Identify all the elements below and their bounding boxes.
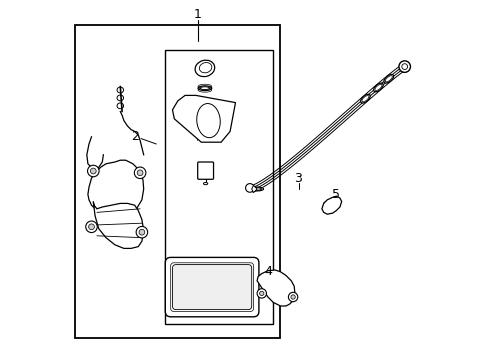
Ellipse shape (199, 63, 211, 73)
Text: 3: 3 (294, 172, 302, 185)
Text: 5: 5 (332, 188, 340, 201)
Circle shape (259, 291, 264, 296)
Ellipse shape (383, 75, 393, 83)
Polygon shape (321, 196, 341, 214)
Circle shape (257, 289, 266, 298)
Circle shape (88, 224, 94, 230)
Text: 4: 4 (264, 265, 271, 278)
Ellipse shape (200, 87, 209, 90)
Circle shape (139, 229, 144, 235)
Polygon shape (172, 95, 235, 142)
Ellipse shape (252, 188, 261, 190)
Circle shape (87, 165, 99, 177)
FancyBboxPatch shape (172, 265, 251, 310)
Circle shape (288, 292, 297, 302)
FancyBboxPatch shape (165, 257, 258, 317)
Circle shape (136, 226, 147, 238)
Ellipse shape (203, 183, 207, 185)
Ellipse shape (373, 83, 383, 92)
Polygon shape (88, 160, 143, 216)
Ellipse shape (198, 86, 211, 91)
Circle shape (134, 167, 145, 179)
Circle shape (245, 184, 254, 192)
Circle shape (137, 170, 142, 176)
Bar (165, 50, 273, 324)
Ellipse shape (195, 60, 214, 77)
FancyBboxPatch shape (197, 162, 213, 179)
Ellipse shape (360, 94, 369, 103)
Circle shape (85, 221, 97, 233)
Ellipse shape (250, 187, 263, 191)
Circle shape (290, 295, 295, 299)
Polygon shape (93, 202, 143, 248)
Circle shape (90, 168, 96, 174)
Circle shape (398, 61, 409, 72)
Text: 2: 2 (130, 130, 139, 143)
Ellipse shape (196, 104, 220, 138)
Text: 1: 1 (193, 8, 201, 21)
Bar (75, 25, 280, 338)
Polygon shape (251, 185, 257, 193)
Polygon shape (257, 270, 294, 306)
Circle shape (401, 64, 407, 69)
